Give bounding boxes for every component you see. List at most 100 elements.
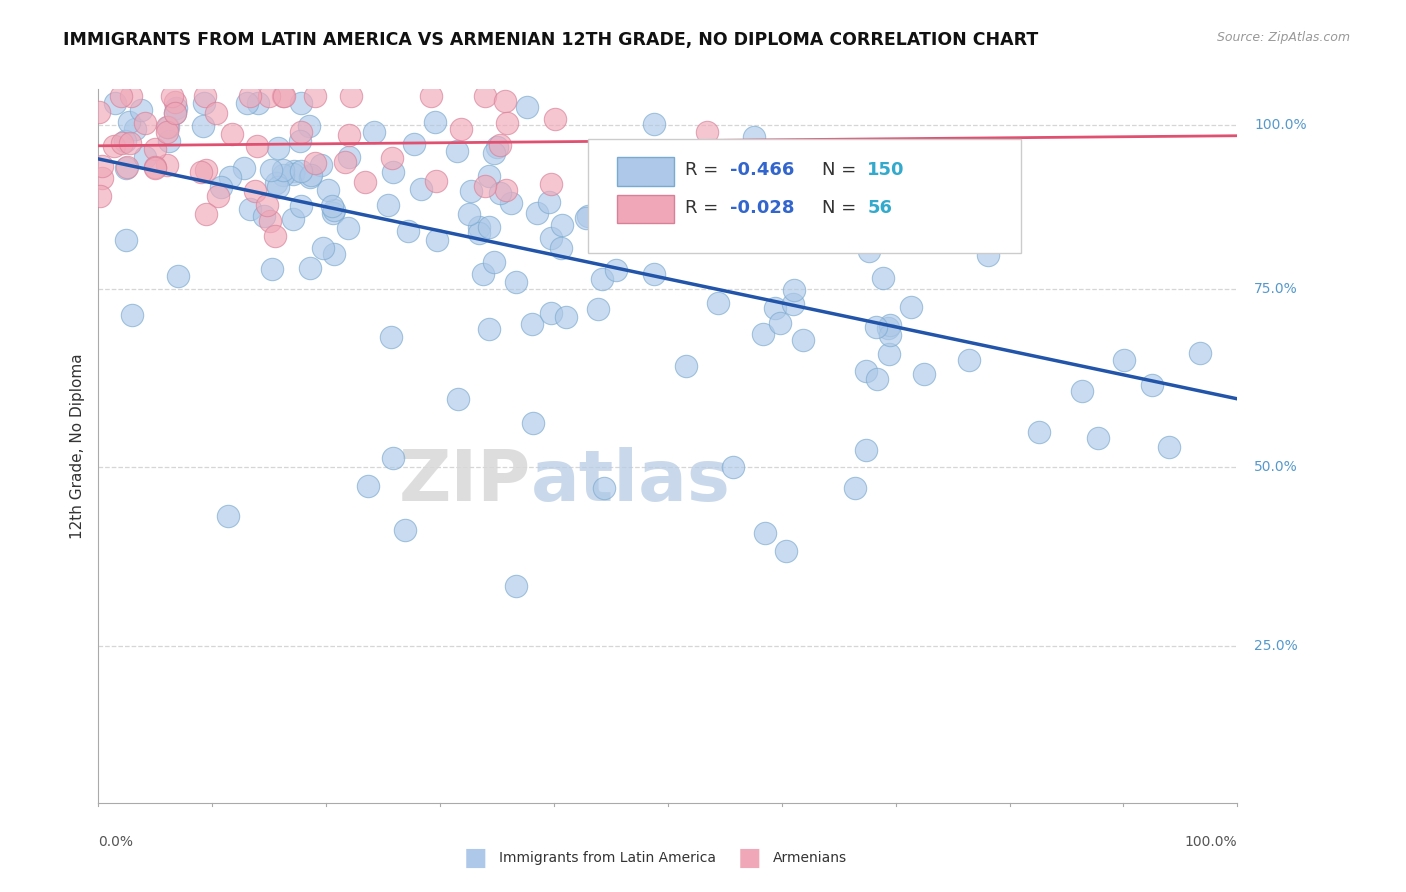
Point [118,115,141,129]
Point [304,155,326,169]
Point [273,168,295,182]
Point [865,320,887,334]
Point [233,161,256,175]
Text: N =: N = [821,161,862,178]
Point [337,150,360,164]
Text: 100.0%: 100.0% [1254,118,1308,132]
Point [876,321,898,335]
Point [910,212,932,227]
Point [256,198,278,212]
Point [103,139,125,153]
Point [526,206,548,220]
Point [957,353,980,368]
Point [218,170,240,185]
Point [195,162,218,177]
Point [259,214,281,228]
Point [605,262,627,277]
Text: 0.0%: 0.0% [98,835,134,849]
Point [425,115,447,129]
FancyBboxPatch shape [617,194,673,223]
Point [769,316,792,330]
Point [194,89,217,103]
Point [866,371,889,385]
Point [236,96,259,111]
Point [488,137,510,152]
Point [193,96,215,111]
Text: R =: R = [685,199,724,217]
Point [271,162,294,177]
Text: ■: ■ [738,847,762,870]
Point [134,116,156,130]
Point [880,210,903,224]
Point [495,183,517,197]
Text: atlas: atlas [531,447,731,516]
Text: Armenians: Armenians [773,851,848,865]
Point [721,459,744,474]
Point [239,89,262,103]
Point [321,199,343,213]
Point [675,359,697,373]
Point [396,224,419,238]
Point [89,189,111,203]
Point [1087,431,1109,445]
Text: ■: ■ [464,847,488,870]
Point [335,154,357,169]
Point [486,140,509,154]
Point [818,199,841,213]
Text: 50.0%: 50.0% [1254,460,1298,475]
Point [124,121,146,136]
Point [426,233,449,247]
Point [156,120,179,134]
Point [877,347,900,361]
Point [163,106,186,120]
Point [496,116,519,130]
Point [851,210,873,224]
Point [217,509,239,524]
Point [844,481,866,495]
Point [425,174,447,188]
Point [267,141,290,155]
Text: Immigrants from Latin America: Immigrants from Latin America [499,851,716,865]
Point [353,175,375,189]
Point [340,89,363,103]
Point [688,195,710,210]
Point [115,233,138,247]
Point [129,103,152,118]
Point [1159,441,1181,455]
Point [763,301,786,315]
Point [1070,384,1092,398]
Point [447,392,470,407]
Point [752,327,775,342]
FancyBboxPatch shape [617,157,673,186]
Point [522,416,544,430]
Point [520,317,543,331]
Point [381,165,404,179]
Point [793,214,815,228]
Point [121,308,143,322]
Point [728,220,751,235]
Point [891,220,914,235]
Point [1028,425,1050,440]
Point [484,146,506,161]
Point [598,188,620,202]
Point [160,89,183,103]
Point [290,125,312,139]
Point [576,209,599,223]
Point [260,163,283,178]
Point [143,142,166,156]
Point [283,164,305,178]
Point [540,231,562,245]
Point [264,177,287,191]
Point [118,136,141,151]
Point [339,128,361,142]
Point [404,136,426,151]
Point [478,321,501,335]
Point [263,229,285,244]
Point [661,190,683,204]
Point [304,89,326,103]
Point [468,226,491,240]
Point [605,224,627,238]
Point [631,168,654,182]
Point [551,218,574,232]
Point [209,180,232,194]
